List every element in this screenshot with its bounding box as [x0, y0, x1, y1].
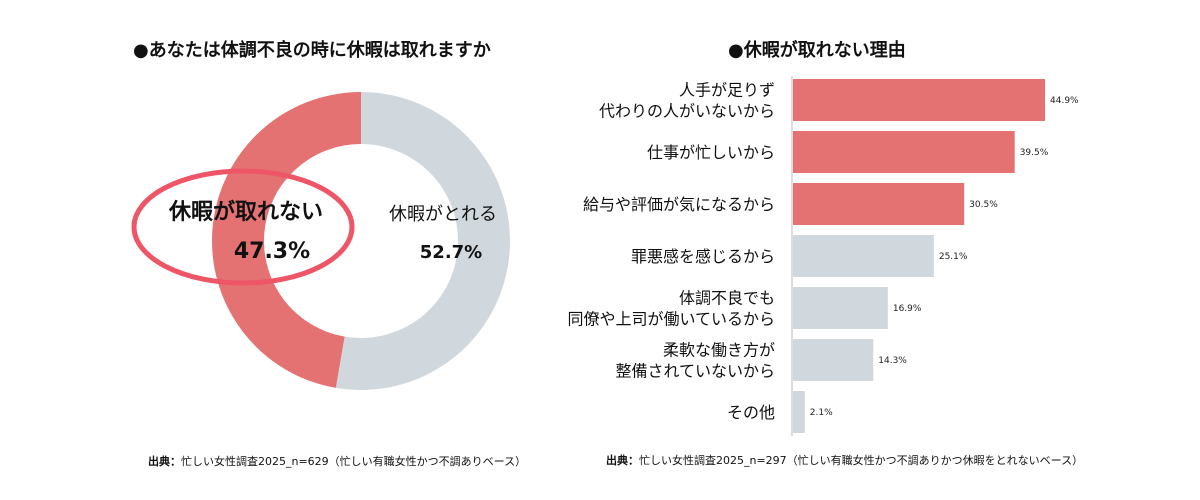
bar-value-label: 39.5%	[1020, 148, 1049, 158]
bar-value-label: 30.5%	[969, 200, 998, 210]
bar-value-label: 25.1%	[939, 252, 968, 262]
bar-value-label: 44.9%	[1050, 96, 1079, 106]
bar-category-label: 給与や評価が気になるから	[583, 195, 775, 214]
donut-source-text: 忙しい女性調査2025_n=629（忙しい有職女性かつ不調ありベース）	[181, 455, 527, 468]
bar-chart: 44.9% 人手が足りず代わりの人がいないから 39.5% 仕事が忙しいから 30.5%…	[567, 76, 1079, 436]
slice-value-no-leave: 47.3%	[234, 239, 310, 264]
bar	[793, 235, 934, 277]
bar-marks: 44.9% 人手が足りず代わりの人がいないから 39.5% 仕事が忙しいから 30.5%…	[567, 79, 1079, 433]
bar	[793, 183, 965, 225]
donut-slice	[335, 92, 510, 391]
bar-source-text: 忙しい女性調査2025_n=297（忙しい有職女性かつ不調ありかつ休暇をとれない…	[639, 454, 1084, 467]
donut-slice	[212, 92, 361, 388]
bar	[793, 339, 874, 381]
donut-slices	[212, 92, 510, 391]
donut-source-prefix: 出典：	[148, 455, 181, 468]
bar-category-label: 体調不良でも同僚や上司が働いているから	[567, 289, 775, 329]
bar-category-label: 人手が足りず代わりの人がいないから	[599, 81, 775, 121]
bar-category-label: 仕事が忙しいから	[647, 143, 775, 162]
donut-chart: 休暇が取れない 47.3% 休暇がとれる 52.7%	[131, 92, 510, 391]
bar-value-label: 16.9%	[893, 304, 922, 314]
bar-source-prefix: 出典：	[606, 454, 639, 467]
bar-category-label: 罪悪感を感じるから	[631, 247, 775, 266]
bar	[793, 79, 1045, 121]
bar-chart-title: ●休暇が取れない理由	[728, 40, 906, 61]
slice-label-no-leave: 休暇が取れない	[168, 199, 323, 225]
bar	[793, 131, 1015, 173]
bar-source: 出典：忙しい女性調査2025_n=297（忙しい有職女性かつ不調ありかつ休暇をと…	[606, 452, 1083, 468]
donut-source: 出典：忙しい女性調査2025_n=629（忙しい有職女性かつ不調ありベース）	[148, 453, 526, 469]
slice-value-can-leave: 52.7%	[420, 242, 482, 263]
donut-chart-title: ●あなたは体調不良の時に休暇は取れますか	[133, 40, 491, 61]
highlight-ellipse	[131, 168, 355, 286]
slice-label-can-leave: 休暇がとれる	[389, 204, 497, 225]
bar-category-label: 柔軟な働き方が整備されていないから	[615, 341, 775, 381]
bar-value-label: 2.1%	[810, 408, 833, 418]
bar-category-label: その他	[727, 403, 775, 422]
bar	[793, 391, 805, 433]
bar	[793, 287, 888, 329]
bar-value-label: 14.3%	[878, 356, 907, 366]
